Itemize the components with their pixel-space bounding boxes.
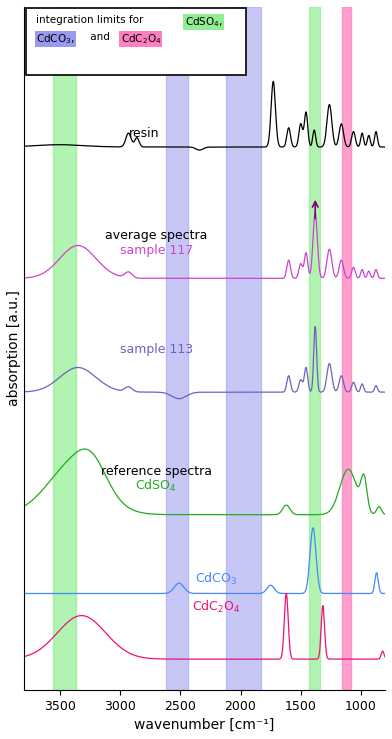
Text: sample 113: sample 113 [120,343,193,355]
Text: average spectra: average spectra [105,229,207,242]
X-axis label: wavenumber [cm⁻¹]: wavenumber [cm⁻¹] [134,718,274,732]
Text: CdC$_2$O$_4$: CdC$_2$O$_4$ [121,33,161,46]
FancyBboxPatch shape [25,8,246,75]
Text: and: and [87,33,113,42]
Text: sample 117: sample 117 [120,244,193,257]
Text: resin: resin [129,126,160,140]
Text: CdCO$_3$: CdCO$_3$ [195,571,238,587]
Y-axis label: absorption [a.u.]: absorption [a.u.] [7,290,21,406]
Text: reference spectra: reference spectra [101,466,212,478]
Text: CdC$_2$O$_4$: CdC$_2$O$_4$ [192,599,241,615]
Text: CdSO$_4$,: CdSO$_4$, [185,15,223,29]
Text: CdSO$_4$: CdSO$_4$ [136,478,177,494]
Text: integration limits for: integration limits for [36,15,147,25]
Text: CdCO$_3$,: CdCO$_3$, [36,33,75,46]
